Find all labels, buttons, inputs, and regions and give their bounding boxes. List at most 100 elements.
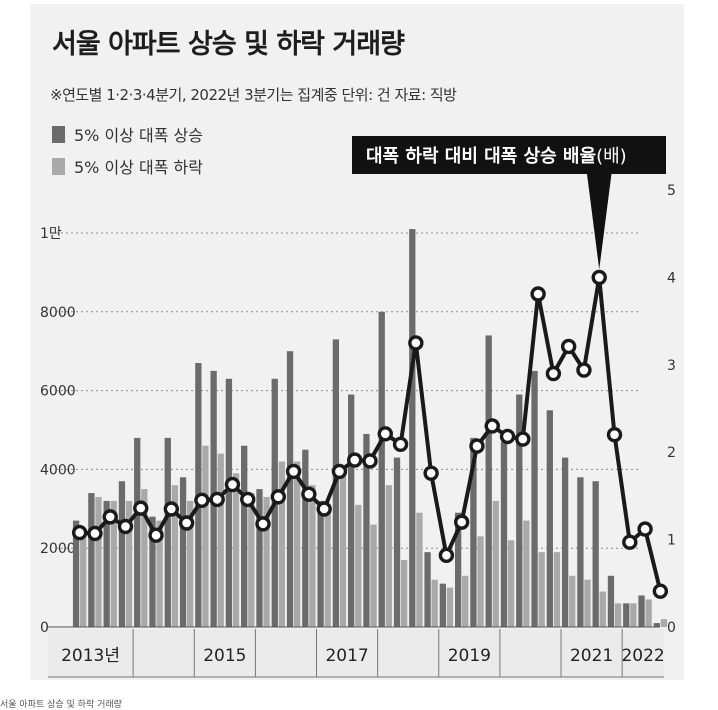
bar-fall	[538, 552, 545, 627]
ratio-point	[591, 269, 607, 286]
chart-title: 서울 아파트 상승 및 하락 거래량	[52, 29, 405, 60]
y-left-tick-label: 6000	[40, 384, 76, 400]
bar-rise	[179, 477, 187, 627]
bar-rise	[516, 394, 523, 627]
bar-fall	[416, 512, 423, 627]
bar-fall	[492, 500, 499, 627]
y-left-tick-label: 2000	[40, 541, 76, 557]
ratio-point	[408, 335, 424, 351]
ratio-point	[209, 491, 225, 508]
ratio-point	[194, 492, 210, 508]
x-tick-label: 2013년	[61, 646, 120, 666]
x-tick-label: 2021	[570, 646, 613, 666]
y-right-tick-label: 5	[667, 183, 676, 199]
ratio-point	[285, 463, 302, 480]
y-left-tick-label: 4000	[40, 462, 76, 478]
legend-label-fall: 5% 이상 대폭 하락	[74, 158, 203, 177]
ratio-point	[71, 524, 88, 541]
bar-rise	[424, 552, 431, 627]
bar-fall	[293, 461, 301, 627]
bar-rise	[592, 481, 599, 627]
ratio-point	[133, 500, 149, 516]
y-left-tick-label: 8000	[40, 305, 76, 321]
ratio-point	[270, 489, 287, 505]
image-caption: 서울 아파트 상승 및 하락 거래량	[0, 700, 122, 710]
bar-rise	[317, 500, 324, 627]
y-left-tick-label: 0	[40, 620, 49, 636]
bar-rise	[561, 457, 569, 627]
ratio-point	[316, 501, 332, 517]
callout-box	[352, 136, 666, 174]
bar-fall	[309, 485, 316, 627]
bar-rise	[546, 410, 553, 627]
bar-fall	[355, 504, 362, 627]
bar-fall	[584, 579, 591, 627]
bar-fall	[599, 591, 606, 627]
ratio-point	[453, 514, 470, 530]
bar-rise	[378, 311, 385, 627]
bar-rise	[134, 437, 141, 627]
bar-fall	[630, 603, 637, 627]
bar-fall	[217, 453, 224, 627]
bar-rise	[348, 394, 355, 627]
bar-rise	[286, 351, 294, 627]
bar-fall	[95, 496, 102, 627]
ratio-point	[499, 428, 516, 445]
ratio-point	[377, 426, 393, 442]
ratio-point	[606, 427, 623, 443]
bar-fall	[400, 560, 408, 627]
bar-rise	[118, 481, 126, 627]
ratio-point	[87, 525, 103, 542]
bar-fall	[156, 520, 163, 627]
y-right-tick-label: 4	[667, 270, 676, 286]
bar-fall	[141, 489, 148, 627]
bar-fall	[431, 579, 438, 627]
y-right-tick-label: 1	[667, 533, 676, 549]
bar-fall	[263, 496, 270, 627]
bar-rise	[485, 335, 492, 627]
ratio-point	[469, 438, 485, 454]
bar-rise	[623, 603, 630, 627]
ratio-point	[347, 452, 363, 468]
x-tick-label: 2017	[325, 646, 368, 666]
bar-fall	[507, 540, 515, 627]
x-tick-label: 2022	[621, 646, 664, 666]
ratio-point	[484, 418, 500, 434]
bar-rise	[409, 229, 416, 627]
bar-fall	[446, 587, 454, 627]
ratio-point	[515, 431, 531, 447]
ratio-point	[163, 501, 180, 517]
bar-rise	[302, 449, 309, 627]
bar-rise	[241, 445, 248, 627]
bar-fall	[339, 465, 347, 627]
bar-fall	[385, 485, 392, 627]
ratio-point	[255, 516, 271, 532]
y-left-tick-label: 1만	[40, 226, 62, 242]
ratio-point	[117, 518, 134, 535]
callout-unit: (배)	[596, 146, 627, 167]
bar-rise	[363, 433, 370, 627]
ratio-point	[438, 547, 455, 564]
bar-fall	[370, 524, 377, 627]
bar-fall	[187, 500, 194, 627]
bar-rise	[88, 493, 95, 627]
bar-rise	[500, 441, 508, 627]
bar-fall	[248, 493, 255, 627]
bar-rise	[256, 489, 263, 627]
bar-fall	[110, 500, 117, 627]
bar-rise	[470, 437, 477, 627]
ratio-point	[240, 491, 256, 508]
bar-fall	[278, 461, 286, 627]
ratio-point	[331, 463, 348, 480]
chart-note: ※연도별 1·2·3·4분기, 2022년 3분기는 집계중 단위: 건 자료:…	[50, 86, 457, 104]
ratio-point	[576, 362, 592, 378]
ratio-point	[148, 527, 164, 543]
bar-rise	[577, 477, 584, 627]
bar-fall	[614, 603, 622, 627]
bar-fall	[232, 473, 240, 627]
bar-fall	[523, 520, 530, 627]
ratio-point	[530, 286, 546, 302]
ratio-point	[423, 465, 439, 481]
bar-rise	[653, 623, 660, 627]
